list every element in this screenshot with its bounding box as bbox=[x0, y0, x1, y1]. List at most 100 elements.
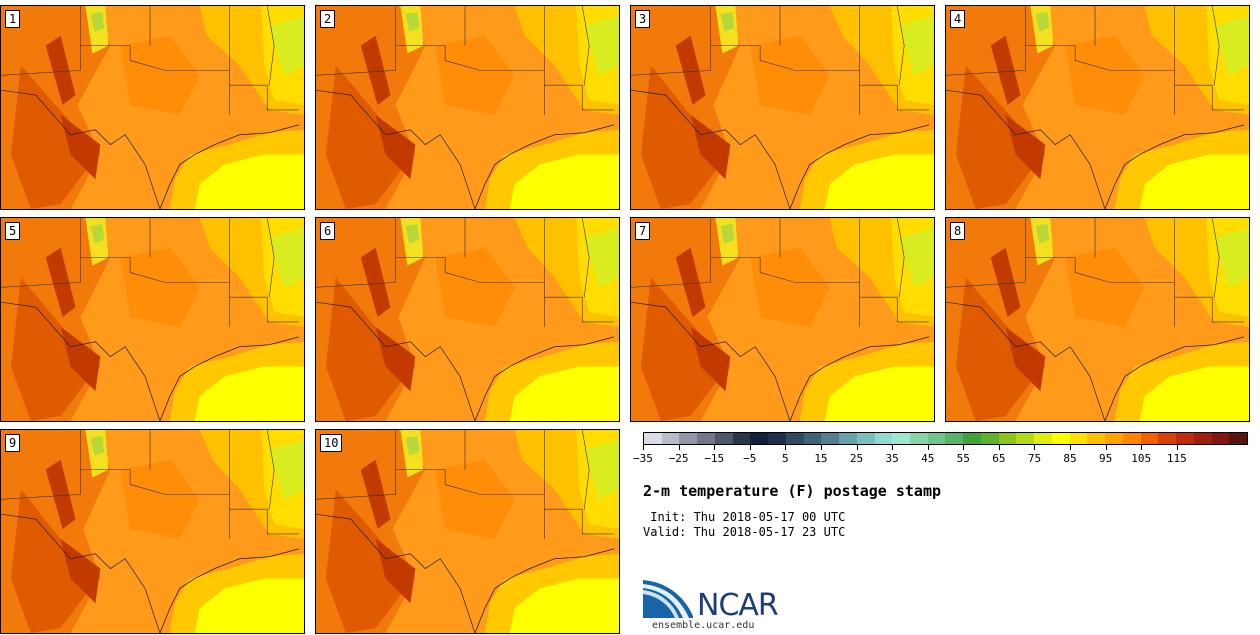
ncar-logo-text: NCAR bbox=[697, 588, 779, 623]
colorbar-tick-label: 5 bbox=[782, 452, 789, 465]
member-panel-2: 2 bbox=[315, 5, 620, 210]
temperature-map bbox=[316, 6, 619, 209]
temperature-map bbox=[946, 6, 1249, 209]
colorbar-tick bbox=[785, 445, 787, 450]
colorbar-tick bbox=[892, 445, 894, 450]
colorbar-swatch bbox=[1158, 433, 1177, 444]
member-panel-8: 8 bbox=[945, 217, 1250, 422]
colorbar-swatch bbox=[927, 433, 946, 444]
colorbar-swatch bbox=[910, 433, 928, 444]
colorbar-swatch bbox=[874, 433, 893, 444]
colorbar-tick bbox=[714, 445, 716, 450]
colorbar-swatch bbox=[697, 433, 715, 444]
colorbar-swatch bbox=[750, 433, 769, 444]
member-label: 1 bbox=[5, 10, 21, 28]
colorbar-tick bbox=[749, 445, 751, 450]
colorbar-swatch bbox=[1051, 433, 1070, 444]
colorbar-swatch bbox=[768, 433, 786, 444]
colorbar-tick-label: 15 bbox=[814, 452, 828, 465]
ensemble-url: ensemble.ucar.edu bbox=[652, 620, 755, 631]
colorbar-ticks: −35 −25 −15 −5 5 15 25 35 45 55 65 75 85 95 105 115 bbox=[633, 445, 1248, 465]
colorbar-swatch bbox=[1229, 433, 1247, 444]
colorbar-swatch bbox=[679, 433, 698, 444]
colorbar-swatch bbox=[963, 433, 981, 444]
member-panel-10: 10 bbox=[315, 429, 620, 634]
colorbar-swatch bbox=[803, 433, 822, 444]
colorbar-swatch bbox=[714, 433, 733, 444]
colorbar-tick bbox=[1034, 445, 1036, 450]
temperature-map bbox=[316, 430, 619, 633]
colorbar-swatch bbox=[1211, 433, 1230, 444]
member-label: 2 bbox=[320, 10, 336, 28]
member-panel-3: 3 bbox=[630, 5, 935, 210]
member-label: 9 bbox=[5, 434, 21, 452]
colorbar-tick bbox=[963, 445, 965, 450]
colorbar-swatch bbox=[839, 433, 857, 444]
colorbar-swatch bbox=[980, 433, 999, 444]
colorbar-tick-label: 55 bbox=[956, 452, 970, 465]
colorbar-swatch bbox=[945, 433, 964, 444]
colorbar-tick-label: 35 bbox=[885, 452, 899, 465]
colorbar-swatch bbox=[661, 433, 680, 444]
member-label: 7 bbox=[635, 222, 651, 240]
colorbar-tick-label: −5 bbox=[743, 452, 757, 465]
member-label: 8 bbox=[950, 222, 966, 240]
plot-title: 2-m temperature (F) postage stamp bbox=[643, 482, 942, 500]
colorbar-tick-label: 95 bbox=[1099, 452, 1113, 465]
colorbar-swatch bbox=[821, 433, 840, 444]
colorbar-swatch bbox=[1140, 433, 1159, 444]
colorbar-tick bbox=[1176, 445, 1178, 450]
temperature-map bbox=[946, 218, 1249, 421]
colorbar-tick bbox=[998, 445, 1000, 450]
colorbar-swatch bbox=[1122, 433, 1141, 444]
member-panel-1: 1 bbox=[0, 5, 305, 210]
member-label: 4 bbox=[950, 10, 966, 28]
member-label: 10 bbox=[320, 434, 343, 452]
temperature-map bbox=[316, 218, 619, 421]
init-time: Init: Thu 2018-05-17 00 UTC bbox=[643, 510, 846, 524]
colorbar-tick bbox=[1070, 445, 1072, 450]
temperature-map bbox=[1, 430, 304, 633]
colorbar bbox=[643, 432, 1248, 445]
colorbar-tick-label: −25 bbox=[668, 452, 689, 465]
colorbar-tick-label: 45 bbox=[921, 452, 935, 465]
colorbar-tick-label: −35 bbox=[633, 452, 653, 465]
member-label: 3 bbox=[635, 10, 651, 28]
temperature-map bbox=[1, 218, 304, 421]
colorbar-tick-label: 115 bbox=[1166, 452, 1187, 465]
colorbar-swatch bbox=[1016, 433, 1035, 444]
colorbar-swatch bbox=[644, 433, 662, 444]
colorbar-tick-label: 75 bbox=[1027, 452, 1042, 465]
colorbar-swatch bbox=[785, 433, 804, 444]
member-panel-7: 7 bbox=[630, 217, 935, 422]
colorbar-tick bbox=[856, 445, 858, 450]
colorbar-tick bbox=[927, 445, 929, 450]
member-label: 5 bbox=[5, 222, 21, 240]
valid-time: Valid: Thu 2018-05-17 23 UTC bbox=[643, 525, 846, 539]
colorbar-swatch bbox=[1087, 433, 1106, 444]
colorbar-swatch bbox=[1034, 433, 1052, 444]
member-panel-9: 9 bbox=[0, 429, 305, 634]
member-label: 6 bbox=[320, 222, 336, 240]
temperature-map bbox=[631, 218, 934, 421]
ncar-logo-icon bbox=[643, 580, 693, 618]
colorbar-swatch bbox=[1069, 433, 1088, 444]
member-panel-5: 5 bbox=[0, 217, 305, 422]
colorbar-swatch bbox=[1176, 433, 1194, 444]
colorbar-swatch bbox=[856, 433, 875, 444]
colorbar-swatch bbox=[998, 433, 1017, 444]
colorbar-tick-label: −15 bbox=[704, 452, 725, 465]
colorbar-swatch bbox=[732, 433, 751, 444]
colorbar-tick-label: 85 bbox=[1063, 452, 1077, 465]
member-panel-4: 4 bbox=[945, 5, 1250, 210]
colorbar-tick-label: 65 bbox=[992, 452, 1006, 465]
colorbar-swatch bbox=[1193, 433, 1212, 444]
colorbar-tick-label: 105 bbox=[1131, 452, 1152, 465]
colorbar-tick bbox=[678, 445, 680, 450]
temperature-map bbox=[1, 6, 304, 209]
member-panel-6: 6 bbox=[315, 217, 620, 422]
colorbar-tick bbox=[643, 445, 644, 450]
colorbar-swatch bbox=[1105, 433, 1123, 444]
colorbar-tick-label: 25 bbox=[849, 452, 864, 465]
temperature-map bbox=[631, 6, 934, 209]
